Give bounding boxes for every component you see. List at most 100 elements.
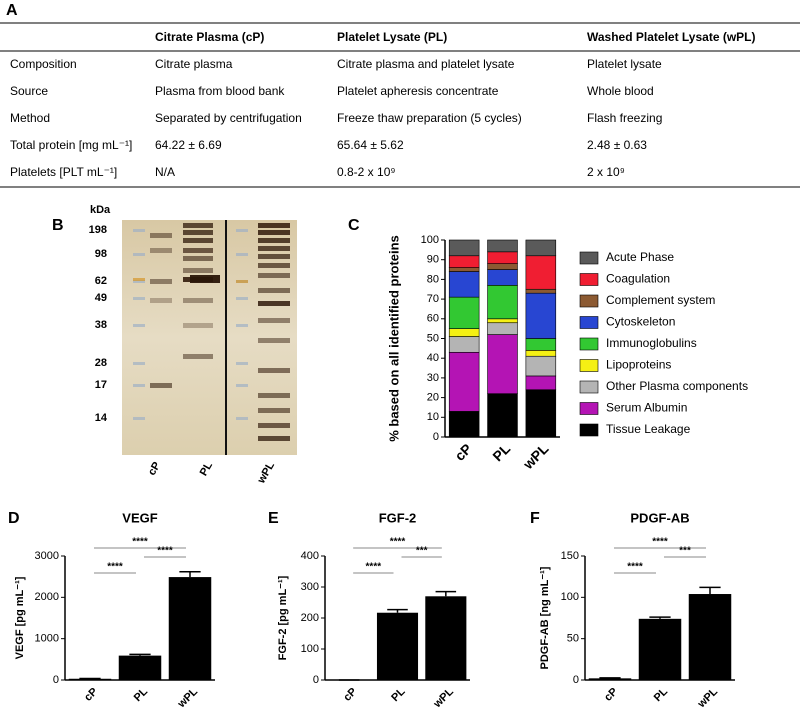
legend-swatch (579, 251, 599, 265)
ladder-band (133, 253, 145, 256)
bar-segment (448, 336, 480, 353)
significance-label: *** (679, 546, 691, 557)
bar (376, 612, 419, 680)
table-header: Platelet Lysate (PL) (337, 30, 447, 44)
y-axis-label: PDGF-AB [ng mL⁻¹] (539, 566, 551, 669)
bar-segment (448, 239, 480, 257)
legend-label: Cytoskeleton (606, 315, 675, 329)
gel-divider (225, 220, 227, 455)
gel-band (183, 238, 213, 243)
ladder-band (133, 324, 145, 327)
significance-label: **** (390, 537, 406, 548)
x-tick-label: PL (132, 685, 151, 704)
y-tick-label: 90 (427, 254, 439, 266)
table-cell: Separated by centrifugation (155, 111, 302, 125)
gel-lane-label: PL (198, 460, 216, 478)
y-tick-label: 20 (427, 392, 439, 404)
gel-image (122, 220, 297, 455)
ladder-band (133, 384, 145, 387)
x-tick-label: cP (602, 686, 620, 704)
y-axis-label: % based on all identified proteins (386, 235, 401, 442)
ladder-band (236, 229, 248, 232)
legend-swatch (579, 402, 599, 415)
bar-segment (448, 271, 480, 298)
bar (68, 678, 112, 680)
table-cell: N/A (155, 165, 175, 179)
legend-label: Lipoproteins (606, 358, 671, 372)
ladder-band (133, 229, 145, 232)
gel-band (150, 279, 172, 284)
bar-segment (487, 318, 518, 324)
y-tick-label: 0 (573, 674, 579, 686)
bar (425, 596, 467, 680)
row-label: Platelets [PLT mL⁻¹] (10, 165, 117, 179)
y-tick-label: 70 (427, 293, 439, 305)
bar-segment (525, 255, 557, 290)
ladder-band (236, 297, 248, 300)
bar (588, 678, 632, 680)
significance-label: **** (627, 562, 643, 573)
bar-segment (525, 288, 557, 294)
table-cell: 2 x 10⁹ (587, 165, 625, 179)
panel-label: C (348, 217, 360, 234)
y-tick-label: 50 (427, 332, 439, 344)
bar-segment (487, 393, 518, 438)
table-cell: 0.8-2 x 10⁹ (337, 165, 396, 179)
legend-label: Tissue Leakage (606, 422, 691, 436)
bar-segment (448, 328, 480, 337)
bar-segment (487, 269, 518, 286)
significance-label: **** (652, 537, 668, 548)
ladder-band (133, 280, 145, 283)
gel-band (258, 393, 290, 398)
gel-lane-label: cP (146, 460, 163, 478)
row-label: Composition (10, 57, 77, 71)
bar-segment (525, 239, 557, 257)
legend-swatch (579, 273, 599, 286)
significance-label: **** (157, 546, 173, 557)
bar-segment (487, 239, 518, 253)
table-cell: Whole blood (587, 84, 654, 98)
y-axis-label: FGF-2 [pg mL⁻¹] (277, 575, 289, 660)
table-cell: 65.64 ± 5.62 (337, 138, 404, 152)
bar-segment (525, 338, 557, 351)
y-tick-label: 80 (427, 273, 439, 285)
table-cell: 2.48 ± 0.63 (587, 138, 647, 152)
table-cell: Platelet apheresis concentrate (337, 84, 499, 98)
table-cell: Freeze thaw preparation (5 cycles) (337, 111, 522, 125)
table-header: Washed Platelet Lysate (wPL) (587, 30, 756, 44)
bar-segment (525, 355, 557, 377)
significance-label: **** (366, 562, 382, 573)
y-tick-label: 1000 (35, 633, 59, 645)
x-tick-label: wPL (431, 686, 456, 711)
gel-band (258, 230, 290, 235)
row-label: Total protein [mg mL⁻¹] (10, 138, 132, 152)
legend-label: Coagulation (606, 272, 670, 286)
x-tick-label: cP (341, 686, 359, 704)
y-tick-label: 0 (53, 674, 59, 686)
y-tick-label: 100 (421, 234, 439, 246)
y-tick-label: 300 (301, 581, 319, 593)
bar-segment (448, 296, 480, 329)
gel-band (150, 298, 172, 303)
y-tick-label: 0 (433, 431, 439, 443)
y-tick-label: 30 (427, 372, 439, 384)
panel-label: B (52, 217, 64, 234)
legend-swatch (579, 337, 599, 351)
gel-panel (227, 220, 297, 455)
bar (168, 577, 212, 680)
legend-label: Complement system (606, 293, 715, 307)
legend-swatch (579, 423, 599, 437)
y-tick-label: 100 (561, 591, 579, 603)
chart-title: PDGF-AB (630, 510, 689, 525)
y-tick-label: 100 (301, 643, 319, 655)
row-label: Method (10, 111, 50, 125)
y-tick-label: 0 (313, 674, 319, 686)
y-tick-label: 50 (567, 633, 579, 645)
gel-band (258, 368, 290, 373)
bar (688, 594, 732, 680)
y-tick-label: 60 (427, 313, 439, 325)
y-tick-label: 2000 (35, 591, 59, 603)
gel-marker: 49 (95, 292, 107, 304)
table-cell: 64.22 ± 6.69 (155, 138, 222, 152)
